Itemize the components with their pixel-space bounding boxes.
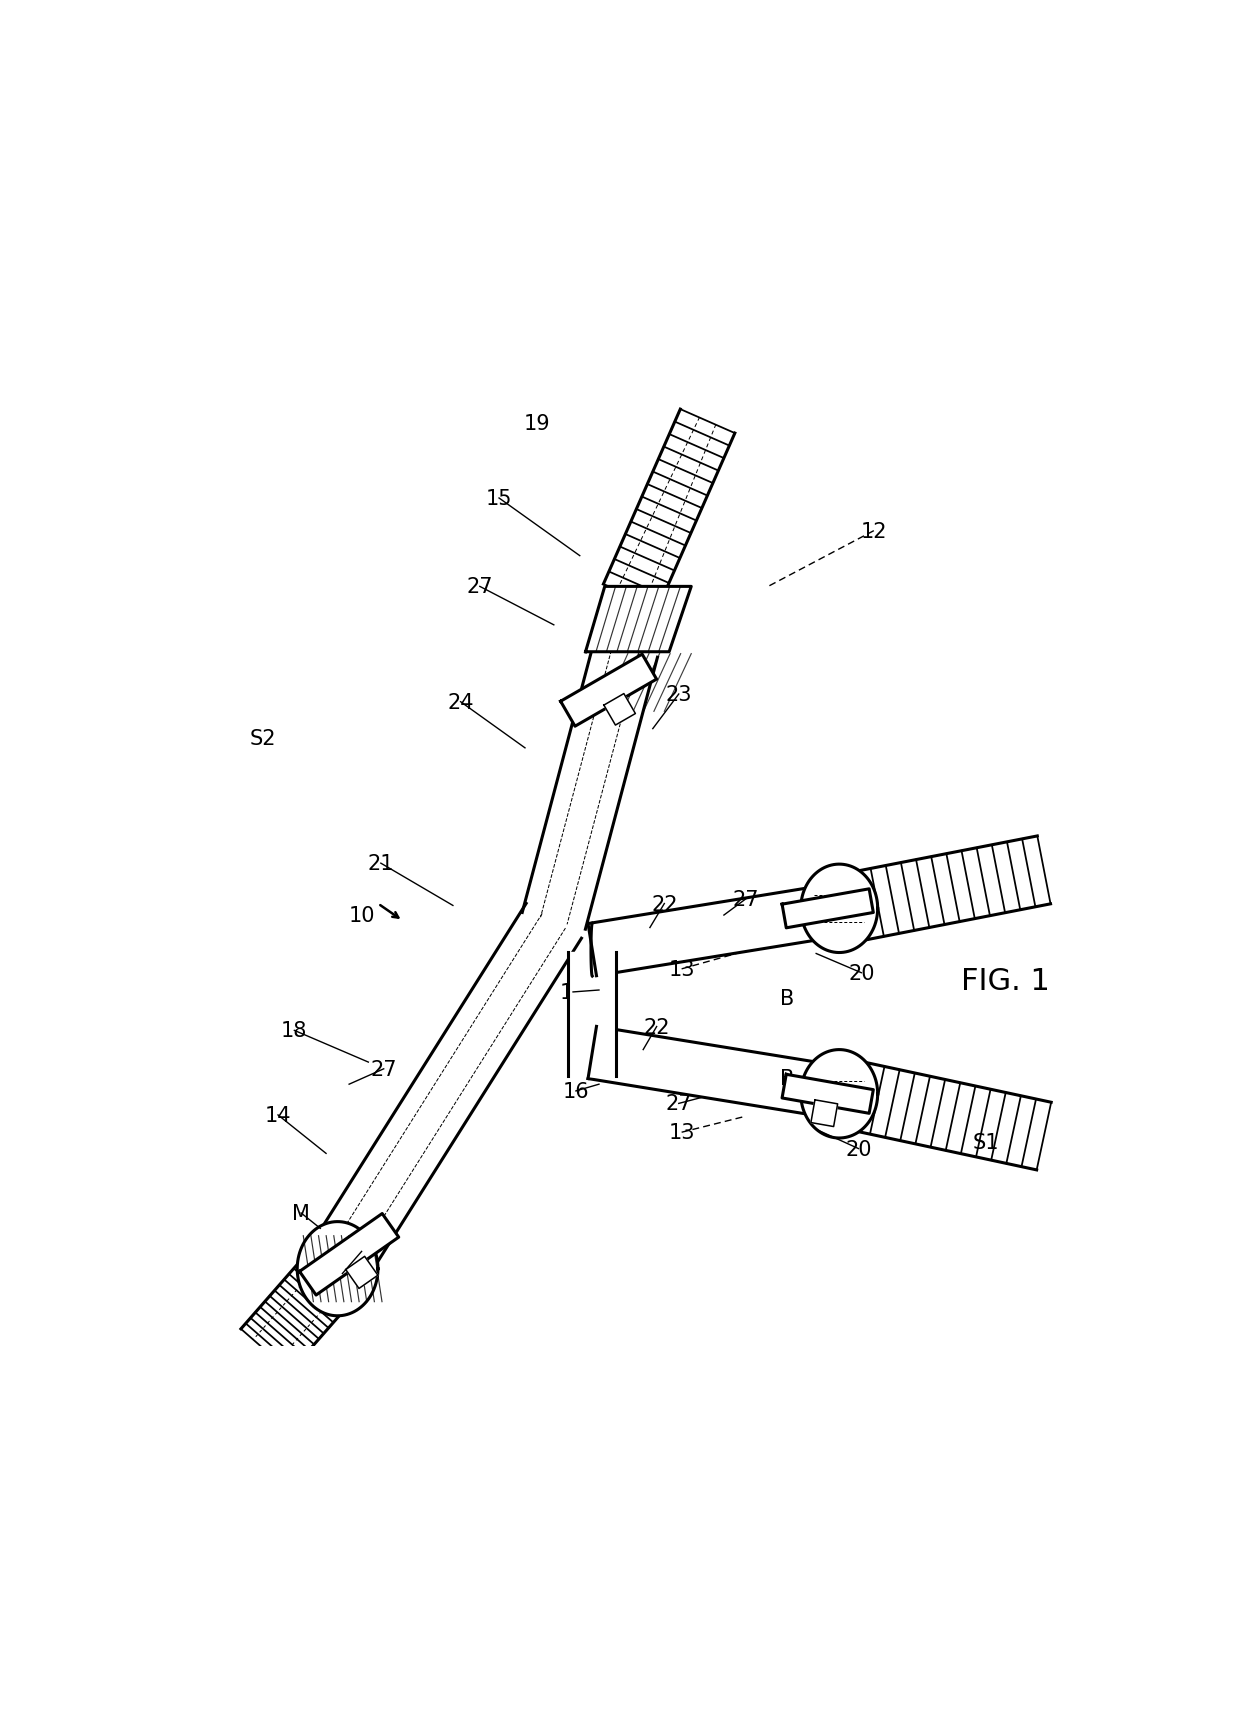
Text: 23: 23	[666, 684, 692, 704]
Text: M: M	[293, 1203, 310, 1224]
Text: 18: 18	[281, 1022, 308, 1040]
Polygon shape	[782, 1075, 873, 1114]
Polygon shape	[560, 655, 656, 727]
Polygon shape	[604, 410, 735, 608]
Polygon shape	[811, 1100, 838, 1126]
Text: 22: 22	[644, 1016, 670, 1037]
Text: 15: 15	[486, 488, 512, 509]
Polygon shape	[588, 1027, 851, 1121]
Polygon shape	[801, 1051, 878, 1138]
Text: 13: 13	[668, 1123, 694, 1143]
Polygon shape	[568, 951, 616, 1076]
Text: 19: 19	[348, 1241, 374, 1262]
Text: S1: S1	[973, 1133, 999, 1152]
Polygon shape	[588, 883, 851, 977]
Polygon shape	[585, 586, 691, 653]
Polygon shape	[346, 1256, 378, 1289]
Polygon shape	[839, 1061, 1052, 1171]
Text: 27: 27	[666, 1094, 692, 1114]
Polygon shape	[298, 1222, 378, 1316]
Polygon shape	[801, 864, 878, 953]
Polygon shape	[312, 903, 582, 1279]
Text: 14: 14	[265, 1106, 291, 1126]
Polygon shape	[782, 890, 873, 929]
Text: 27: 27	[466, 578, 494, 596]
Text: B: B	[780, 987, 795, 1008]
Text: 24: 24	[448, 692, 474, 713]
Text: 27: 27	[733, 890, 759, 908]
Text: 17: 17	[559, 982, 587, 1003]
Text: 13: 13	[668, 960, 694, 979]
Polygon shape	[241, 1253, 357, 1373]
Polygon shape	[841, 836, 1050, 943]
Text: 20: 20	[848, 963, 874, 984]
Text: 21: 21	[367, 854, 394, 874]
Polygon shape	[300, 1214, 399, 1296]
Text: 16: 16	[563, 1082, 589, 1102]
Text: B: B	[780, 1070, 795, 1088]
Text: 20: 20	[846, 1138, 872, 1159]
Text: 10: 10	[348, 905, 374, 926]
Polygon shape	[522, 641, 657, 929]
Text: FIG. 1: FIG. 1	[961, 967, 1050, 996]
Text: 19: 19	[525, 413, 551, 434]
Polygon shape	[604, 694, 635, 725]
Text: 27: 27	[371, 1059, 397, 1080]
Text: S2: S2	[249, 728, 275, 749]
Text: 22: 22	[651, 895, 677, 914]
Text: 12: 12	[861, 521, 887, 542]
